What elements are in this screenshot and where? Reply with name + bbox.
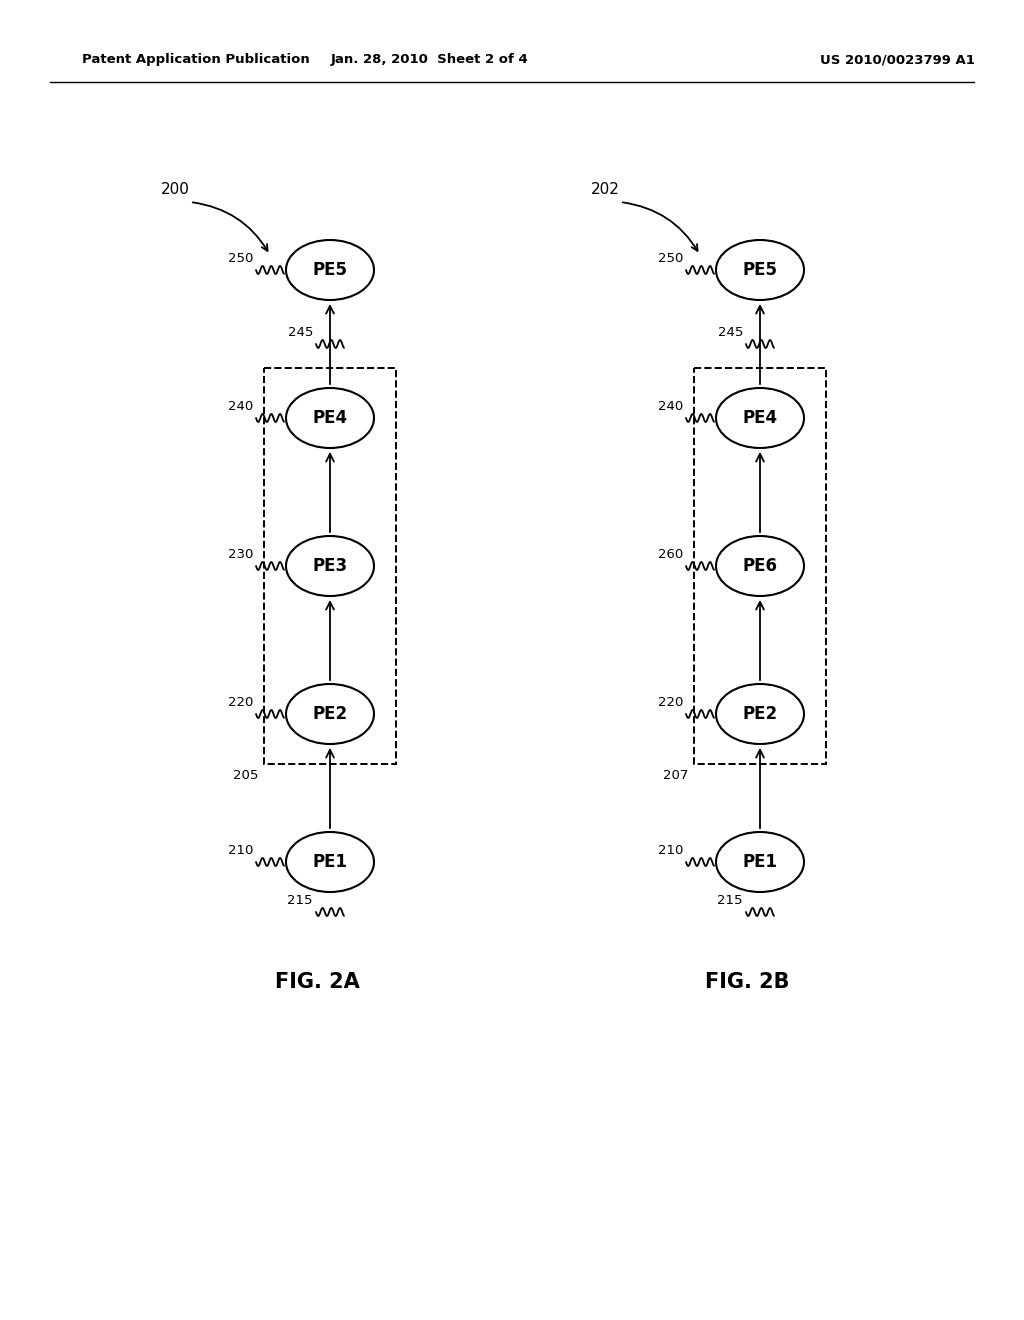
Bar bbox=[264, 368, 396, 764]
Text: PE3: PE3 bbox=[312, 557, 347, 576]
Ellipse shape bbox=[286, 240, 374, 300]
Ellipse shape bbox=[286, 536, 374, 597]
Text: 250: 250 bbox=[227, 252, 253, 265]
Text: 245: 245 bbox=[718, 326, 743, 339]
Text: PE2: PE2 bbox=[312, 705, 347, 723]
Ellipse shape bbox=[716, 240, 804, 300]
Ellipse shape bbox=[716, 832, 804, 892]
Text: 260: 260 bbox=[657, 549, 683, 561]
Ellipse shape bbox=[716, 388, 804, 447]
Text: 245: 245 bbox=[288, 326, 313, 339]
Text: FIG. 2A: FIG. 2A bbox=[275, 972, 359, 993]
Text: PE6: PE6 bbox=[742, 557, 777, 576]
Text: PE1: PE1 bbox=[312, 853, 347, 871]
Ellipse shape bbox=[286, 388, 374, 447]
Text: PE5: PE5 bbox=[312, 261, 347, 279]
Text: Patent Application Publication: Patent Application Publication bbox=[82, 54, 309, 66]
Text: 207: 207 bbox=[663, 770, 688, 781]
Text: 215: 215 bbox=[288, 895, 313, 908]
Text: PE4: PE4 bbox=[742, 409, 777, 426]
Text: 230: 230 bbox=[227, 549, 253, 561]
Ellipse shape bbox=[286, 832, 374, 892]
Text: 215: 215 bbox=[718, 895, 743, 908]
Text: 220: 220 bbox=[657, 697, 683, 710]
Text: 240: 240 bbox=[657, 400, 683, 413]
Bar bbox=[694, 368, 826, 764]
Text: 210: 210 bbox=[227, 845, 253, 858]
Ellipse shape bbox=[286, 684, 374, 744]
Text: PE4: PE4 bbox=[312, 409, 347, 426]
Text: PE1: PE1 bbox=[742, 853, 777, 871]
Ellipse shape bbox=[716, 536, 804, 597]
Text: 210: 210 bbox=[657, 845, 683, 858]
Text: 250: 250 bbox=[657, 252, 683, 265]
Text: PE2: PE2 bbox=[742, 705, 777, 723]
Text: US 2010/0023799 A1: US 2010/0023799 A1 bbox=[820, 54, 975, 66]
Text: Jan. 28, 2010  Sheet 2 of 4: Jan. 28, 2010 Sheet 2 of 4 bbox=[331, 54, 528, 66]
Text: 200: 200 bbox=[161, 182, 189, 198]
Text: 240: 240 bbox=[227, 400, 253, 413]
Text: FIG. 2B: FIG. 2B bbox=[705, 972, 790, 993]
Text: 220: 220 bbox=[227, 697, 253, 710]
Text: 202: 202 bbox=[591, 182, 620, 198]
Ellipse shape bbox=[716, 684, 804, 744]
Text: 205: 205 bbox=[232, 770, 258, 781]
Text: PE5: PE5 bbox=[742, 261, 777, 279]
